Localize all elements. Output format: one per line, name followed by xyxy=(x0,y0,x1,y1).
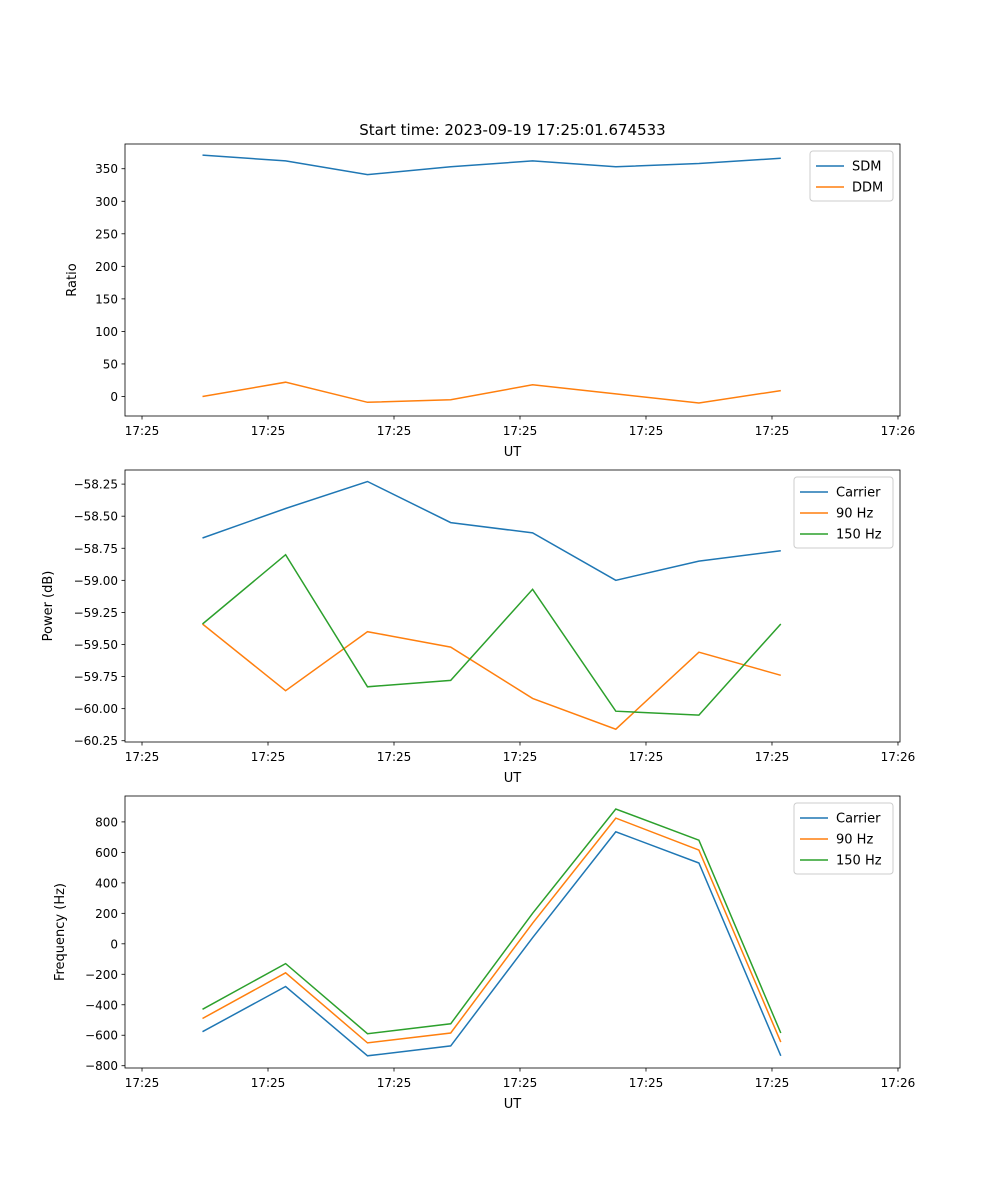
y-axis-label: Ratio xyxy=(65,263,80,296)
y-tick-label: 150 xyxy=(95,292,118,306)
x-tick-label: 17:25 xyxy=(755,1076,790,1090)
y-tick-label: −59.50 xyxy=(74,638,118,652)
x-tick-label: 17:25 xyxy=(755,424,790,438)
y-tick-label: −400 xyxy=(85,998,118,1012)
legend-label: Carrier xyxy=(836,486,881,501)
legend-label: 150 Hz xyxy=(836,528,882,543)
x-tick-label: 17:25 xyxy=(377,1076,412,1090)
legend-box xyxy=(793,476,894,549)
y-tick-label: 350 xyxy=(95,162,118,176)
axes-frame xyxy=(124,143,901,417)
series-line-150-hz xyxy=(202,808,782,1035)
y-tick-label: 200 xyxy=(95,907,118,921)
y-tick-label: −800 xyxy=(85,1059,118,1073)
x-tick-label: 17:25 xyxy=(251,750,286,764)
y-tick-label: 250 xyxy=(95,227,118,241)
series-line-150-hz xyxy=(202,553,782,716)
legend-box xyxy=(793,802,894,875)
series-line-ddm xyxy=(202,381,781,404)
subplot-2: 17:25 17:25 17:25 17:25 17:25 17:25 17:26 UT −58… xyxy=(41,469,916,786)
legend: Carrier 90 Hz 150 Hz xyxy=(793,476,894,549)
subplot-3: 17:25 17:25 17:25 17:25 17:25 17:25 17:26 UT −80… xyxy=(53,795,916,1112)
x-axis-label: UT xyxy=(504,1097,522,1112)
legend: Carrier 90 Hz 150 Hz xyxy=(793,802,894,875)
series-line-sdm xyxy=(202,154,781,176)
x-axis-label: UT xyxy=(504,771,522,786)
y-tick-label: −58.75 xyxy=(74,542,118,556)
legend-label: 150 Hz xyxy=(836,854,882,869)
x-tick-label: 17:25 xyxy=(251,1076,286,1090)
y-tick-label: −60.00 xyxy=(74,702,118,716)
x-tick-label: 17:25 xyxy=(377,424,412,438)
x-tick-label: 17:26 xyxy=(881,1076,916,1090)
subplot-1: Start time: 2023-09-19 17:25:01.674533 17… xyxy=(65,121,915,460)
axes-frame xyxy=(124,795,901,1069)
y-axis-label: Power (dB) xyxy=(41,571,56,642)
y-tick-label: −59.00 xyxy=(74,574,118,588)
x-tick-label: 17:25 xyxy=(503,1076,538,1090)
x-tick-label: 17:25 xyxy=(503,424,538,438)
series-line-carrier xyxy=(202,480,781,582)
y-tick-label: −60.25 xyxy=(74,734,118,748)
y-tick-label: 800 xyxy=(95,815,118,829)
x-tick-label: 17:25 xyxy=(251,424,286,438)
x-tick-label: 17:25 xyxy=(629,750,664,764)
x-tick-label: 17:26 xyxy=(881,424,916,438)
y-tick-label: −58.50 xyxy=(74,510,118,524)
legend: SDM DDM xyxy=(809,150,894,202)
x-tick-label: 17:25 xyxy=(629,1076,664,1090)
y-tick-label: 0 xyxy=(110,390,118,404)
y-tick-label: 300 xyxy=(95,195,118,209)
legend-label: SDM xyxy=(852,160,881,175)
y-tick-label: −59.75 xyxy=(74,670,118,684)
y-tick-label: −58.25 xyxy=(74,478,118,492)
y-axis-label: Frequency (Hz) xyxy=(53,883,68,981)
y-tick-label: −600 xyxy=(85,1029,118,1043)
series-line-carrier xyxy=(202,830,782,1057)
y-tick-label: 600 xyxy=(95,846,118,860)
x-tick-label: 17:25 xyxy=(503,750,538,764)
x-tick-label: 17:25 xyxy=(125,424,160,438)
y-tick-label: 0 xyxy=(110,937,118,951)
legend-label: 90 Hz xyxy=(836,833,873,848)
y-tick-label: 400 xyxy=(95,876,118,890)
chart-title: Start time: 2023-09-19 17:25:01.674533 xyxy=(359,121,665,139)
x-tick-label: 17:25 xyxy=(629,424,664,438)
x-tick-label: 17:25 xyxy=(755,750,790,764)
x-tick-label: 17:25 xyxy=(125,1076,160,1090)
y-tick-label: 200 xyxy=(95,260,118,274)
axes-frame xyxy=(124,469,901,743)
x-axis-label: UT xyxy=(504,445,522,460)
legend-label: 90 Hz xyxy=(836,507,873,522)
x-tick-label: 17:25 xyxy=(377,750,412,764)
x-tick-label: 17:25 xyxy=(125,750,160,764)
series-line-90-hz xyxy=(202,623,782,731)
y-tick-label: −59.25 xyxy=(74,606,118,620)
y-tick-label: 100 xyxy=(95,325,118,339)
y-tick-label: −200 xyxy=(85,968,118,982)
legend-label: Carrier xyxy=(836,812,881,827)
series-line-90-hz xyxy=(202,817,782,1044)
y-tick-label: 50 xyxy=(103,357,118,371)
x-tick-label: 17:26 xyxy=(881,750,916,764)
legend-label: DDM xyxy=(852,181,883,196)
legend-box xyxy=(809,150,894,202)
